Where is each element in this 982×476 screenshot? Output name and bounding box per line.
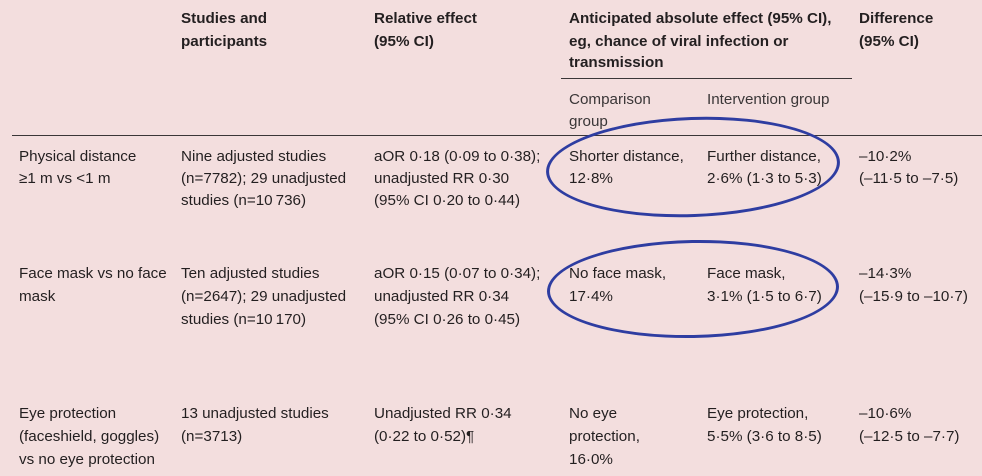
row3-relative-line2: (0·22 to 0·52)¶ <box>374 428 475 445</box>
row3-comparison-line1: No eye <box>569 405 618 422</box>
row3-difference-line1: –10·6% <box>859 405 912 422</box>
row1-intervention-line1: Further distance, <box>707 148 821 165</box>
row1-outcome-line2: ≥1 m vs <1 m <box>19 170 111 187</box>
row1-outcome-line1: Physical distance <box>19 148 137 165</box>
row3-relative-line1: Unadjusted RR 0·34 <box>374 405 512 422</box>
row2-relative-line3: (95% CI 0·26 to 0·45) <box>374 311 521 328</box>
row1-difference-line2: (–11·5 to –7·5) <box>859 170 959 187</box>
row1-relative-line2: unadjusted RR 0·30 <box>374 170 510 187</box>
row1-studies-line3: studies (n=10 736) <box>181 192 307 209</box>
row1-comparison-line1: Shorter distance, <box>569 148 684 165</box>
row3-comparison-line2: protection, <box>569 428 640 445</box>
row3-outcome-line3: vs no eye protection <box>19 451 155 468</box>
row2-difference-line1: –14·3% <box>859 265 912 282</box>
header-anticipated-line1: Anticipated absolute effect (95% CI), <box>569 10 832 27</box>
row1-relative-line1: aOR 0·18 (0·09 to 0·38); <box>374 148 541 165</box>
row3-comparison-line3: 16·0% <box>569 451 613 468</box>
highlight-oval-mask <box>546 237 840 341</box>
row1-difference-line1: –10·2% <box>859 148 912 165</box>
header-studies-line1: Studies and <box>181 10 268 27</box>
row2-intervention-line1: Face mask, <box>707 265 786 282</box>
row3-difference-line2: (–12·5 to –7·7) <box>859 428 960 445</box>
row1-relative-line3: (95% CI 0·20 to 0·44) <box>374 192 521 209</box>
row3-studies-line2: (n=3713) <box>181 428 243 445</box>
row2-comparison-line2: 17·4% <box>569 288 613 305</box>
row2-studies-line2: (n=2647); 29 unadjusted <box>181 288 347 305</box>
header-relative-line2: (95% CI) <box>374 33 434 50</box>
header-studies-line2: participants <box>181 33 268 50</box>
row3-intervention-line2: 5·5% (3·6 to 8·5) <box>707 428 822 445</box>
row2-difference-line2: (–15·9 to –10·7) <box>859 288 968 305</box>
header-difference-line2: (95% CI) <box>859 33 919 50</box>
subheader-comparison-line1: Comparison <box>569 91 651 108</box>
header-anticipated-line3: transmission <box>569 54 664 71</box>
subheader-rule <box>561 78 852 79</box>
row2-outcome-line2: mask <box>19 288 56 305</box>
row1-studies-line1: Nine adjusted studies <box>181 148 327 165</box>
row3-studies-line1: 13 unadjusted studies <box>181 405 329 422</box>
row3-outcome-line2: (faceshield, goggles) <box>19 428 160 445</box>
row2-relative-line2: unadjusted RR 0·34 <box>374 288 510 305</box>
row3-outcome-line1: Eye protection <box>19 405 117 422</box>
row2-studies-line1: Ten adjusted studies <box>181 265 320 282</box>
row2-intervention-line2: 3·1% (1·5 to 6·7) <box>707 288 822 305</box>
row1-intervention-line2: 2·6% (1·3 to 5·3) <box>707 170 822 187</box>
row1-comparison-line2: 12·8% <box>569 170 613 187</box>
row2-outcome-line1: Face mask vs no face <box>19 265 167 282</box>
subheader-comparison-line2: group <box>569 113 608 130</box>
row2-relative-line1: aOR 0·15 (0·07 to 0·34); <box>374 265 541 282</box>
row2-studies-line3: studies (n=10 170) <box>181 311 307 328</box>
row3-intervention-line1: Eye protection, <box>707 405 809 422</box>
header-rule <box>12 135 982 136</box>
header-anticipated-line2: eg, chance of viral infection or <box>569 33 789 50</box>
header-relative-line1: Relative effect <box>374 10 477 27</box>
row1-studies-line2: (n=7782); 29 unadjusted <box>181 170 347 187</box>
subheader-intervention: Intervention group <box>707 91 830 108</box>
row2-comparison-line1: No face mask, <box>569 265 667 282</box>
header-difference-line1: Difference <box>859 10 934 27</box>
